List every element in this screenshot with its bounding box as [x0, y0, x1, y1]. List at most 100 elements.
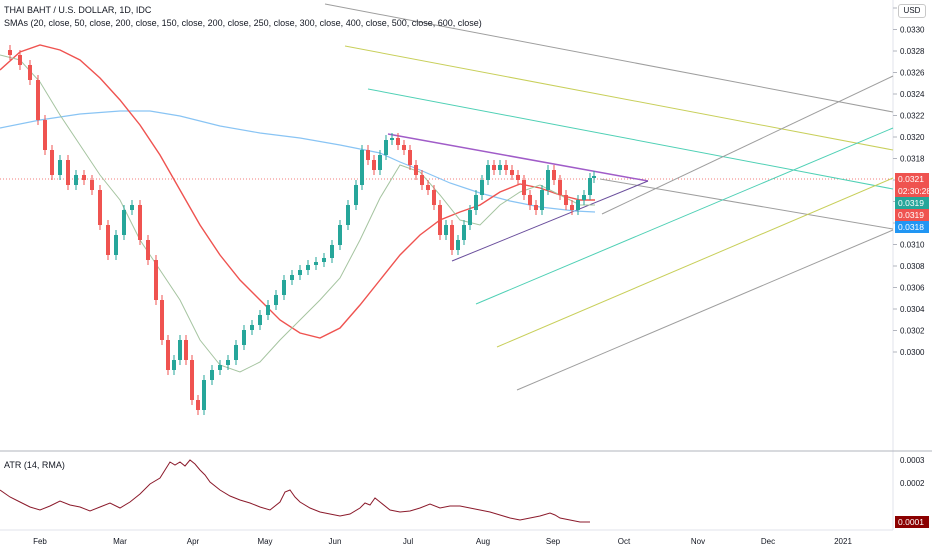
time-axis[interactable]: Feb Mar Apr May Jun Jul Aug Sep Oct Nov Dec 2021 — [33, 537, 852, 546]
candle-body — [18, 55, 22, 65]
candle-body — [504, 165, 508, 170]
candle-body — [154, 260, 158, 300]
price-tag-label: 0.0321 — [898, 174, 924, 184]
channel-upper-gray[interactable] — [324, 3, 894, 113]
candle-body — [250, 325, 254, 330]
price-tick-label: 0.0320 — [900, 133, 925, 142]
channel-upper-yellow[interactable] — [344, 45, 894, 151]
candle-body — [396, 138, 400, 145]
atr-tag-bg — [895, 516, 929, 528]
price-tag-bg — [895, 185, 929, 197]
candle-body — [122, 210, 126, 235]
price-tag-bg — [895, 209, 929, 221]
candle-body — [138, 205, 142, 240]
channel-lower-gray[interactable] — [516, 229, 894, 391]
channel-upper-teal[interactable] — [367, 88, 894, 190]
price-tag-bg — [895, 173, 929, 185]
candle-body — [456, 240, 460, 250]
price-tag-label: 0.0319 — [898, 210, 924, 220]
time-tick-label: May — [257, 537, 272, 546]
candle-body — [414, 165, 418, 175]
time-tick-label: Feb — [33, 537, 47, 546]
candle-body — [516, 175, 520, 180]
candle-body — [146, 240, 150, 260]
time-tick-label: Jun — [329, 537, 342, 546]
candle-body — [444, 225, 448, 235]
sma-200-line — [0, 110, 596, 213]
candle-body — [258, 315, 262, 325]
candle-body — [114, 235, 118, 255]
channel-mid-gray[interactable] — [599, 178, 894, 230]
atr-value-tag: 0.0001 — [895, 516, 929, 528]
currency-button[interactable]: USD — [898, 4, 926, 18]
candle-body — [576, 200, 580, 210]
time-tick-label: Jul — [403, 537, 413, 546]
candle-body — [274, 295, 278, 305]
price-tags: 0.0321 02:30:28 0.0319 0.0319 0.0318 — [895, 173, 931, 233]
price-tick-label: 0.0318 — [900, 155, 925, 164]
channel-lower-yellow[interactable] — [496, 177, 894, 348]
candle-body — [354, 185, 358, 205]
candle-body — [210, 370, 214, 380]
candle-body — [226, 360, 230, 365]
price-tag-bg — [895, 197, 929, 209]
time-tick-label: Nov — [691, 537, 705, 546]
time-tick-label: Aug — [476, 537, 490, 546]
triangle-lower[interactable] — [451, 180, 649, 262]
candle-body — [462, 225, 466, 240]
candle-body — [58, 160, 62, 175]
ray-gray[interactable] — [601, 75, 894, 215]
candle-body — [172, 360, 176, 370]
candle-body — [90, 180, 94, 190]
candle-body — [480, 180, 484, 195]
triangle-upper[interactable] — [387, 133, 649, 182]
time-tick-label: 2021 — [834, 537, 852, 546]
atr-axis[interactable]: 0.0003 0.0002 — [900, 456, 925, 488]
candle-body — [66, 160, 70, 185]
candle-body — [378, 155, 382, 170]
price-tag-bg — [895, 221, 929, 233]
candle-body — [546, 170, 550, 190]
candle-body — [8, 50, 12, 55]
price-tick-label: 0.0304 — [900, 305, 925, 314]
price-tick-label: 0.0310 — [900, 241, 925, 250]
chart-title[interactable]: THAI BAHT / U.S. DOLLAR, 1D, IDC — [4, 5, 152, 15]
atr-indicator-legend[interactable]: ATR (14, RMA) — [4, 460, 65, 470]
atr-tick-label: 0.0002 — [900, 479, 925, 488]
candle-body — [290, 275, 294, 280]
candle-body — [74, 175, 78, 185]
price-tick-label: 0.0306 — [900, 284, 925, 293]
candle-body — [486, 165, 490, 180]
candle-body — [582, 195, 586, 200]
candle-body — [528, 195, 532, 205]
candle-body — [322, 258, 326, 262]
candle-body — [420, 175, 424, 185]
candle-body — [28, 65, 32, 80]
candle-body — [306, 265, 310, 270]
drawings[interactable] — [324, 3, 894, 391]
candle-body — [234, 345, 238, 360]
price-tag-label: 02:30:28 — [898, 186, 931, 196]
candle-body — [592, 176, 596, 178]
price-tag-label: 0.0318 — [898, 222, 924, 232]
candle-body — [242, 330, 246, 345]
atr-tick-label: 0.0003 — [900, 456, 925, 465]
time-tick-label: Dec — [761, 537, 775, 546]
time-tick-label: Sep — [546, 537, 561, 546]
candle-body — [450, 225, 454, 250]
candle-body — [540, 190, 544, 210]
sma-20-line — [0, 54, 595, 373]
channel-lower-teal[interactable] — [475, 127, 894, 305]
price-tick-label: 0.0308 — [900, 262, 925, 271]
candle-body — [534, 205, 538, 210]
price-tick-label: 0.0300 — [900, 348, 925, 357]
candle-body — [160, 300, 164, 340]
candlesticks[interactable] — [8, 45, 596, 415]
candle-body — [522, 180, 526, 195]
candle-body — [196, 400, 200, 410]
candle-body — [184, 340, 188, 360]
candle-body — [166, 340, 170, 370]
candle-body — [314, 262, 318, 265]
sma-indicator-legend[interactable]: SMAs (20, close, 50, close, 200, close, … — [4, 18, 482, 28]
